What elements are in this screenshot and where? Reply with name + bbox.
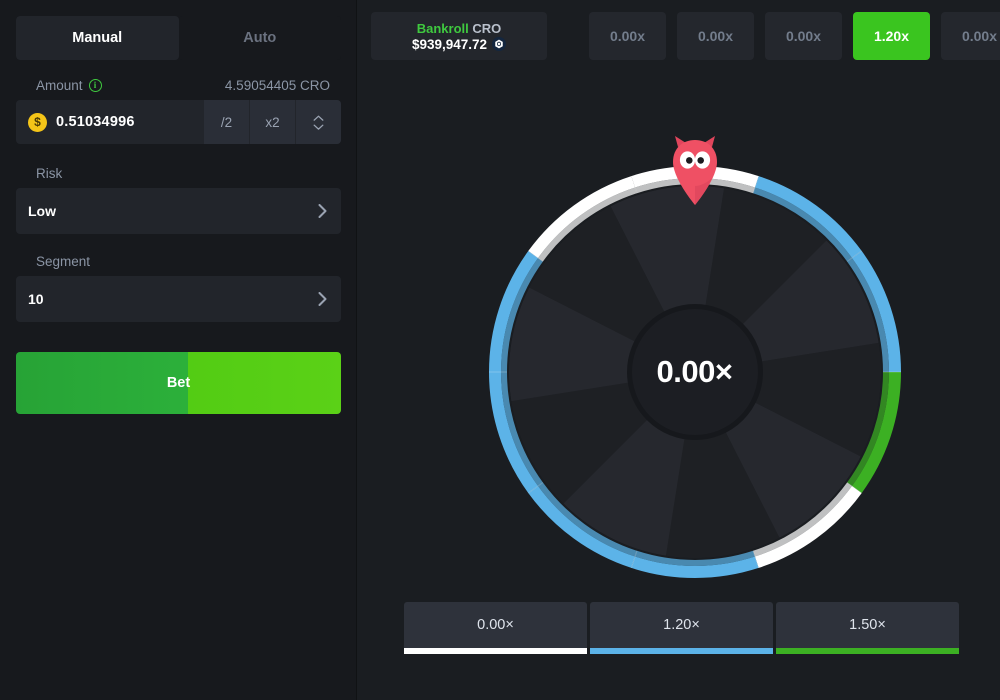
- bankroll-currency-label: Bankroll: [416, 20, 469, 36]
- dollar-coin-icon: $: [28, 112, 47, 132]
- history-chip[interactable]: 0.00x: [941, 12, 1000, 60]
- wheel-segment-arc-inner: [846, 257, 889, 372]
- risk-label-row: Risk: [16, 166, 340, 188]
- wheel: 0.00×: [483, 136, 907, 584]
- wheel-segment-arc-inner: [634, 550, 755, 566]
- amount-label-row: Amount i 4.59054405 CRO: [16, 78, 340, 100]
- wheel-segment-tick: [752, 175, 759, 194]
- multiplier-legend: 0.00× 1.20× 1.50×: [404, 602, 959, 654]
- wheel-ticks: [488, 175, 901, 569]
- chevron-right-icon: [318, 292, 327, 306]
- wheel-segment-arc: [630, 556, 759, 578]
- wheel-segment-tick: [527, 482, 543, 494]
- legend-card[interactable]: 0.00×: [404, 602, 587, 654]
- risk-label: Risk: [36, 166, 63, 181]
- top-bar: Bankroll CRO $939,947.72 0.00x: [371, 12, 1000, 60]
- wheel-segment-arc-inner: [500, 257, 543, 372]
- history-chip[interactable]: 0.00x: [589, 12, 666, 60]
- bankroll-title: Bankroll CRO: [417, 21, 502, 36]
- bet-button[interactable]: Bet: [16, 352, 341, 414]
- amount-field-group: $ 0.51034996 /2 x2: [16, 100, 341, 144]
- legend-label: 0.00×: [477, 617, 514, 633]
- wheel-segment-arc-inner: [500, 372, 543, 487]
- wheel-segment-arc: [754, 176, 862, 258]
- chevron-down-icon: [313, 124, 324, 130]
- bankroll-amount-row: $939,947.72: [411, 36, 507, 52]
- wheel-segment-arc-inner: [537, 482, 637, 557]
- owl-pointer-icon: [672, 136, 717, 205]
- wheel-segment-arc: [488, 372, 538, 494]
- wheel-segment-arc: [527, 486, 635, 568]
- wheel-segment-arc-inner: [634, 178, 755, 194]
- wheel-segment-arc-inner: [752, 187, 852, 262]
- chevron-up-icon: [313, 115, 324, 121]
- history-chip[interactable]: 0.00x: [765, 12, 842, 60]
- wheel-segment-arc: [851, 372, 901, 494]
- segment-label: Segment: [36, 254, 91, 269]
- current-multiplier: 0.00×: [656, 354, 733, 389]
- wheel-ring: [488, 166, 901, 578]
- wheel-segment-tick: [630, 175, 637, 194]
- bankroll-amount: $939,947.72: [411, 36, 488, 52]
- double-amount-button[interactable]: x2: [249, 100, 295, 144]
- legend-color-bar: [404, 648, 587, 654]
- legend-label: 1.50×: [849, 617, 886, 633]
- halve-amount-button[interactable]: /2: [203, 100, 249, 144]
- legend-card[interactable]: 1.50×: [776, 602, 959, 654]
- legend-card[interactable]: 1.20×: [590, 602, 773, 654]
- history-chips: 0.00x 0.00x 0.00x 1.20x 0.00x: [589, 12, 1000, 60]
- history-chip[interactable]: 0.00x: [677, 12, 754, 60]
- legend-label: 1.20×: [663, 617, 700, 633]
- wheel-segment-arc-inner: [846, 372, 889, 487]
- wheel-segment-arc-inner: [537, 187, 637, 262]
- cro-coin-icon: [492, 37, 507, 51]
- wheel-segment-arc: [851, 250, 901, 372]
- amount-label-group: Amount i: [36, 78, 102, 93]
- risk-select[interactable]: Low: [16, 188, 341, 234]
- segment-label-row: Segment: [16, 254, 340, 276]
- bet-sidebar: Manual Auto Amount i 4.59054405 CRO $ 0.…: [0, 0, 357, 700]
- bankroll-symbol: CRO: [472, 20, 502, 36]
- history-chip-win[interactable]: 1.20x: [853, 12, 930, 60]
- segment-select[interactable]: 10: [16, 276, 341, 322]
- amount-stepper[interactable]: [295, 100, 341, 144]
- tab-manual[interactable]: Manual: [16, 16, 179, 60]
- amount-input[interactable]: $ 0.51034996: [16, 100, 203, 144]
- wheel-segment-tick: [846, 482, 862, 494]
- game-area: Bankroll CRO $939,947.72 0.00x: [357, 0, 1000, 700]
- legend-color-bar: [776, 648, 959, 654]
- wheel-segment-arc: [527, 176, 635, 258]
- risk-value: Low: [28, 203, 56, 219]
- mode-tabs: Manual Auto: [16, 16, 341, 60]
- wheel-segment-tick: [630, 550, 637, 569]
- bankroll-display[interactable]: Bankroll CRO $939,947.72: [371, 12, 547, 60]
- amount-label: Amount: [36, 78, 83, 93]
- amount-fiat-value: 4.59054405 CRO: [224, 78, 330, 93]
- wheel-segment-arc: [754, 486, 862, 568]
- legend-color-bar: [590, 648, 773, 654]
- info-icon[interactable]: i: [88, 79, 102, 92]
- amount-value: 0.51034996: [56, 114, 135, 130]
- wheel-segment-tick: [846, 250, 862, 262]
- wheel-segment-tick: [527, 250, 543, 262]
- wheel-center-hub: 0.00×: [626, 304, 763, 440]
- wheel-segment-tick: [752, 550, 759, 569]
- wheel-segment-arc: [488, 250, 538, 372]
- tab-auto[interactable]: Auto: [178, 16, 341, 60]
- chevron-right-icon: [318, 204, 327, 218]
- wheel-segment-arc-inner: [752, 482, 852, 557]
- segment-value: 10: [28, 291, 44, 307]
